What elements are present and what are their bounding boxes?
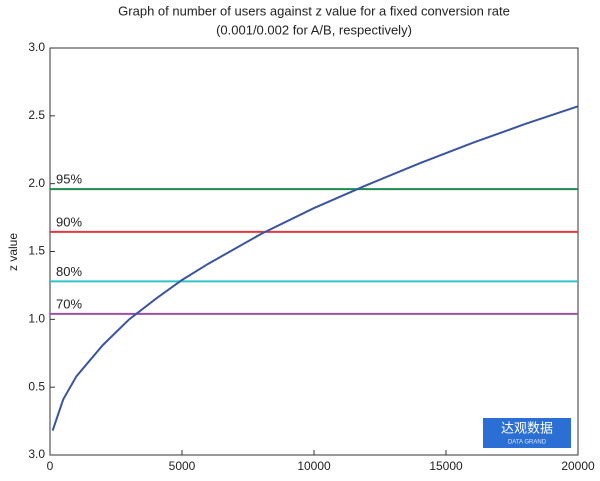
y-tick-label: 2.5	[28, 108, 45, 122]
chart-subtitle: (0.001/0.002 for A/B, respectively)	[216, 22, 412, 37]
y-tick-label: 3.0	[28, 40, 45, 54]
watermark-subtext: DATA GRAND	[508, 440, 547, 446]
y-tick-label: 1.5	[28, 244, 45, 258]
x-tick-label: 10000	[297, 459, 331, 473]
y-tick-label: 3.0	[28, 447, 45, 461]
reference-label: 70%	[56, 296, 82, 311]
y-tick-label: 1.0	[28, 312, 45, 326]
y-tick-label: 0.5	[28, 379, 45, 393]
y-tick-label: 2.0	[28, 176, 45, 190]
reference-label: 90%	[56, 214, 82, 229]
watermark-box	[483, 418, 571, 448]
x-tick-label: 15000	[429, 459, 463, 473]
watermark-text: 达观数据	[501, 420, 553, 435]
y-axis-label: z value	[6, 233, 20, 271]
x-tick-label: 0	[47, 459, 54, 473]
x-tick-label: 5000	[169, 459, 196, 473]
reference-label: 80%	[56, 264, 82, 279]
x-tick-label: 20000	[561, 459, 595, 473]
series-line	[51, 105, 579, 431]
chart-title: Graph of number of users against z value…	[118, 3, 510, 18]
plot-frame	[49, 47, 579, 456]
reference-label: 95%	[56, 172, 82, 187]
